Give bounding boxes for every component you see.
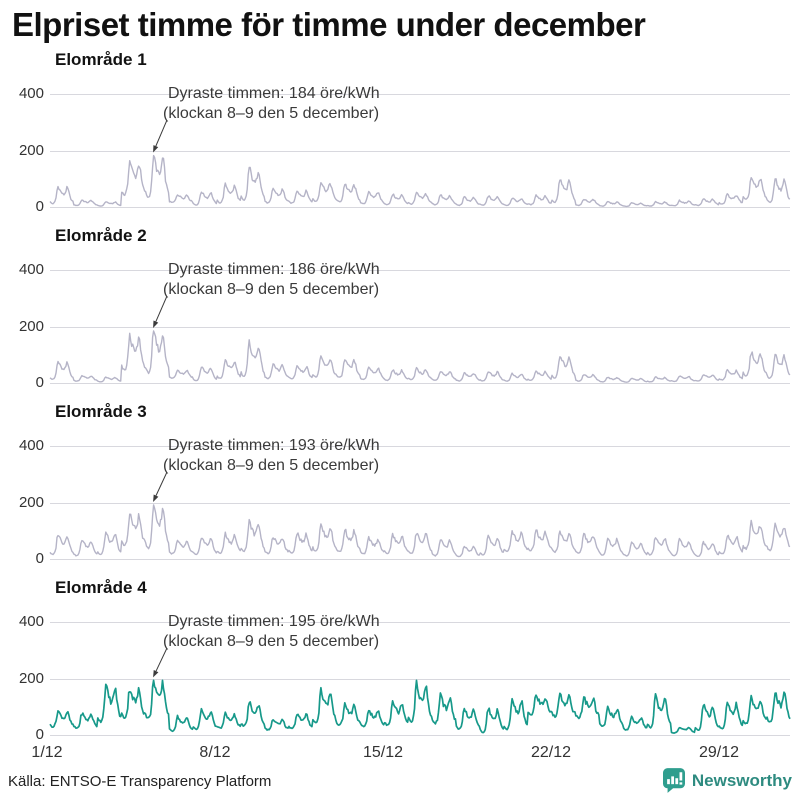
annotation-arrowhead — [153, 494, 159, 502]
price-line-chart — [49, 471, 791, 558]
plot-area: 400 200 0 Dyraste timmen: 184 öre/kWh (k… — [19, 85, 791, 215]
plot-area: 400 200 0 Dyraste timmen: 193 öre/kWh (k… — [19, 437, 791, 567]
annotation-arrowhead — [153, 669, 159, 678]
gridline-200 — [50, 679, 790, 680]
x-tick-label: 22/12 — [530, 744, 572, 761]
gridline-400 — [50, 94, 790, 95]
chart-title: Elområde 2 — [55, 226, 147, 245]
x-tick-label: 1/12 — [31, 744, 63, 761]
x-tick-label: 29/12 — [698, 744, 740, 761]
price-line — [49, 504, 791, 558]
gridline-200 — [50, 503, 790, 504]
x-tick-label: 15/12 — [362, 744, 404, 761]
y-tick-label: 0 — [35, 198, 44, 215]
price-line-chart — [49, 119, 791, 208]
annotation-arrow — [155, 471, 168, 496]
annotation-line2: (klockan 8–9 den 5 december) — [163, 457, 380, 474]
annotation-arrow — [155, 647, 168, 672]
plot-area: 400 200 0 Dyraste timmen: 186 öre/kWh (k… — [19, 261, 791, 391]
annotation: Dyraste timmen: 186 öre/kWh (klockan 8–9… — [163, 260, 380, 300]
y-tick-label: 200 — [18, 318, 44, 335]
chart-block-elomrade-4: Elområde 4 400 200 0 Dyraste timmen: 195… — [0, 576, 800, 752]
annotation-line1: Dyraste timmen: 186 öre/kWh — [168, 261, 380, 278]
annotation: Dyraste timmen: 184 öre/kWh (klockan 8–9… — [163, 84, 380, 124]
annotation-line1: Dyraste timmen: 193 öre/kWh — [168, 437, 380, 454]
newsworthy-logo: Newsworthy — [662, 768, 792, 793]
price-line — [49, 330, 791, 383]
y-tick-label: 200 — [18, 494, 44, 511]
y-tick-label: 400 — [18, 437, 44, 454]
y-tick-label: 0 — [35, 550, 44, 567]
annotation-line2: (klockan 8–9 den 5 december) — [163, 281, 380, 298]
page-title: Elpriset timme för timme under december — [12, 6, 646, 43]
y-tick-label: 200 — [18, 142, 44, 159]
annotation-line1: Dyraste timmen: 184 öre/kWh — [168, 85, 380, 102]
gridline-400 — [50, 270, 790, 271]
chart-block-elomrade-3: Elområde 3 400 200 0 Dyraste timmen: 193… — [0, 400, 800, 576]
plot-area: 400 200 0 Dyraste timmen: 195 öre/kWh (k… — [19, 613, 791, 743]
bar-chart-speech-bubble-icon — [662, 768, 685, 793]
price-line — [49, 154, 791, 208]
chart-block-elomrade-2: Elområde 2 400 200 0 Dyraste timmen: 186… — [0, 224, 800, 400]
y-tick-label: 400 — [18, 261, 44, 278]
y-tick-label: 0 — [35, 726, 44, 743]
gridline-400 — [50, 622, 790, 623]
source-note: Källa: ENTSO-E Transparency Platform — [8, 773, 272, 790]
gridline-200 — [50, 151, 790, 152]
annotation-line2: (klockan 8–9 den 5 december) — [163, 105, 380, 122]
annotation-arrowhead — [153, 320, 159, 328]
annotation-arrow — [155, 295, 168, 322]
chart-block-elomrade-1: Elområde 1 400 200 0 Dyraste timmen: 184… — [0, 48, 800, 224]
gridline-0 — [50, 735, 790, 736]
chart-title: Elområde 4 — [55, 578, 147, 597]
annotation: Dyraste timmen: 195 öre/kWh (klockan 8–9… — [163, 612, 380, 652]
newsworthy-logo-text: Newsworthy — [691, 770, 792, 790]
chart-title: Elområde 1 — [55, 50, 147, 69]
y-tick-label: 200 — [18, 670, 44, 687]
gridline-0 — [50, 383, 790, 384]
chart-title: Elområde 3 — [55, 402, 147, 421]
gridline-0 — [50, 559, 790, 560]
price-line-chart — [49, 295, 791, 383]
annotation-line1: Dyraste timmen: 195 öre/kWh — [168, 613, 380, 630]
gridline-400 — [50, 446, 790, 447]
x-axis: 1/12 8/12 15/12 22/12 29/12 — [31, 744, 790, 764]
annotation-line2: (klockan 8–9 den 5 december) — [163, 633, 380, 650]
annotation-arrow — [155, 119, 168, 147]
price-line — [49, 679, 791, 734]
gridline-200 — [50, 327, 790, 328]
x-tick-label: 8/12 — [199, 744, 231, 761]
price-line-chart — [49, 647, 791, 734]
annotation-arrowhead — [153, 145, 159, 153]
y-tick-label: 400 — [18, 613, 44, 630]
y-tick-label: 400 — [18, 85, 44, 102]
y-tick-label: 0 — [35, 374, 44, 391]
gridline-0 — [50, 207, 790, 208]
annotation: Dyraste timmen: 193 öre/kWh (klockan 8–9… — [163, 436, 380, 476]
